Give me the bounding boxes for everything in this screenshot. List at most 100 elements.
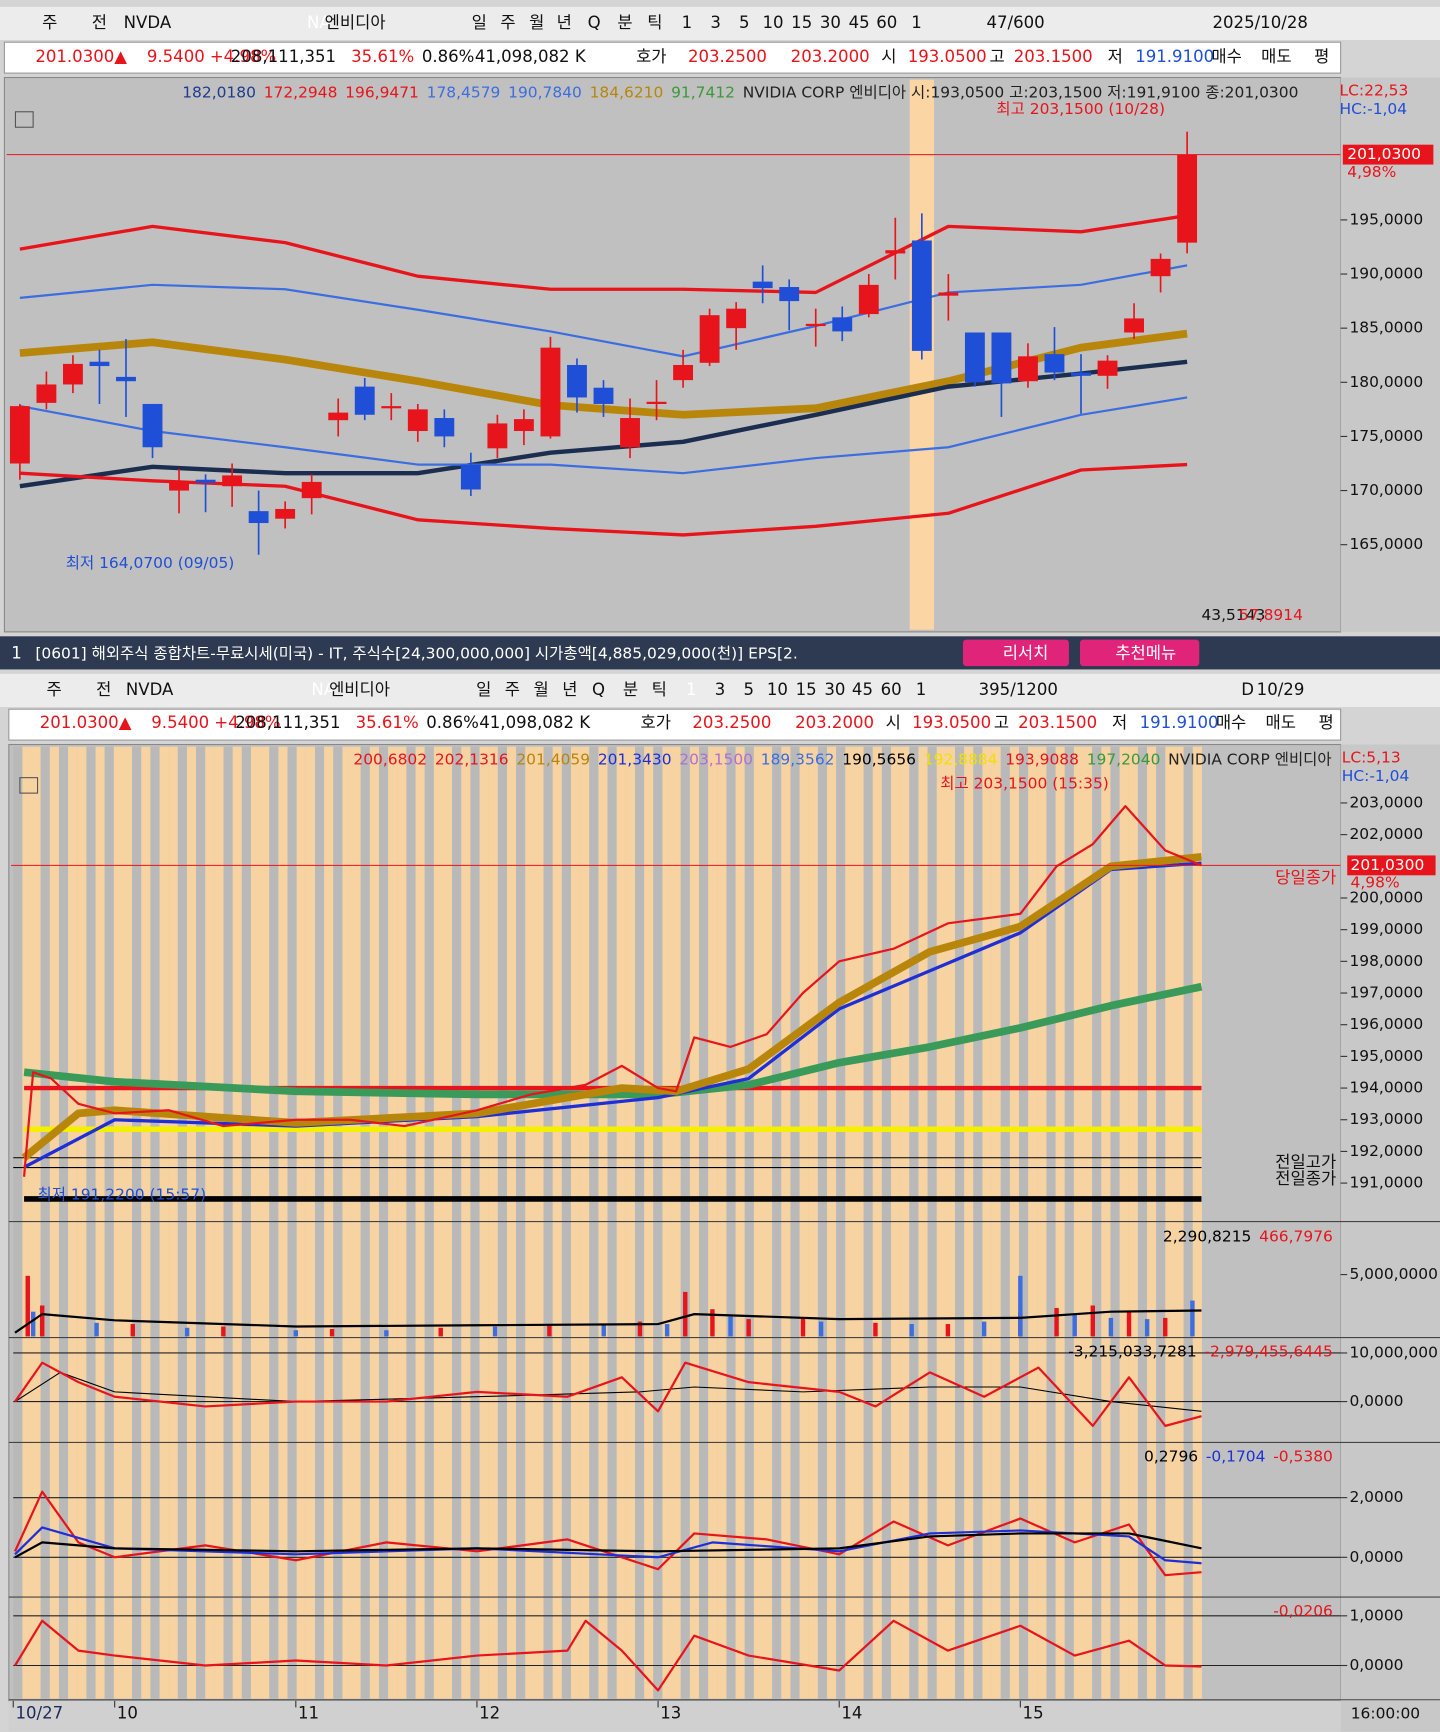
stripe [104,746,114,1699]
stripe [415,746,425,1699]
stripe [1000,746,1010,1699]
stripe [77,746,87,1699]
y-tick-label: 193,0000 [1349,1110,1423,1128]
volume-bar [683,1291,688,1337]
menu-button[interactable] [1080,639,1200,667]
volume-bar [384,1330,389,1337]
stripe [1165,746,1175,1699]
toolbar-item: 1 [686,680,697,699]
stripe [982,746,992,1699]
volume-bar [945,1324,951,1337]
toolbar-item: NA [311,680,335,699]
toolbar-item: 엔비디아 [329,680,390,699]
candle-body [1177,154,1198,243]
research-button[interactable] [962,639,1069,667]
volume-bar [547,1324,552,1337]
stripe [589,746,599,1699]
legend-value: 201,4059 [516,750,590,768]
stripe [772,746,782,1699]
toolbar-item: 3 [715,680,726,699]
quote-field: 208,111,351 [231,47,336,66]
stripe [177,746,187,1699]
toolbar-item: NVDA [124,13,172,32]
stripe [1083,746,1093,1699]
stripe [1019,746,1029,1699]
stripe [863,746,873,1699]
stripe [1009,746,1020,1699]
legend-value: 202,1316 [435,750,509,768]
volume-bar [329,1329,335,1337]
quote-field: 호가 [640,713,670,732]
stripe [296,746,306,1699]
window-title-bar [0,636,1440,670]
indicator-value: 0,2796 [1144,1447,1198,1465]
stripe [351,746,361,1699]
intraday-axis [1340,744,1440,1732]
candle-body [593,387,614,404]
toolbar-item: 틱 [647,13,662,32]
grid-icon[interactable] [19,777,39,794]
quote-field: 203.1500 [1014,47,1093,66]
stripe [433,746,443,1699]
toolbar-item: 주 [42,13,57,32]
low-note: 최저 191,2200 (15:57) [38,1186,207,1204]
x-tick-label: 15 [1023,1704,1044,1723]
stripe [68,746,78,1699]
stripe [607,746,617,1699]
corner-label: HC:-1,04 [1342,767,1410,785]
stripe [1156,746,1166,1699]
toolbar-item: 60 [881,680,902,699]
quote-field: 저 [1112,713,1127,732]
session-stripes [13,746,1202,1699]
toolbar-item: 15 [796,680,817,699]
stripe [442,746,453,1699]
candle-body [1124,318,1144,333]
toolbar-item: 년 [557,13,572,32]
toolbar-item: 1 [916,680,927,699]
stripe [662,746,672,1699]
y-tick-label: 1,0000 [1349,1606,1403,1624]
quote-field: 0.86% [422,47,475,66]
volume-bar [94,1322,99,1337]
y-tick-label: 5,000,0000 [1349,1265,1437,1283]
price-tag [1342,144,1434,165]
volume-bar [1126,1311,1132,1337]
y-tick-label: 200,0000 [1349,888,1423,906]
candle-body [513,419,534,432]
stripe [314,746,325,1699]
volume-bar [601,1324,606,1337]
indicator-line [19,462,1188,537]
toolbar-item: 10 [762,13,783,32]
stripe [671,746,681,1699]
candle-body [1018,356,1038,382]
indicator-line [19,264,1188,358]
candle-body [1044,354,1065,373]
quote-field: 203.1500 [1018,713,1097,732]
quote-field: 평 [1314,47,1329,66]
candle-body [805,323,826,327]
candle-body [381,406,402,409]
candle-body [1097,360,1118,376]
candle-body [832,317,853,332]
stripe [214,746,224,1699]
quote-field: 평 [1319,713,1334,732]
stripe [305,746,315,1699]
toolbar-item: 월 [529,13,544,32]
stripe [1028,746,1038,1699]
toolbar-item: 47/600 [986,13,1044,32]
stripe [571,746,581,1699]
stripe [543,746,553,1699]
grid-icon[interactable] [14,111,34,128]
volume-bar [1018,1275,1023,1337]
candle-body [991,332,1012,384]
stripe [470,746,480,1699]
toolbar-item: NA [307,13,331,32]
y-tick-label: 170,0000 [1349,481,1423,499]
volume-bar [1054,1307,1059,1337]
quote-field: 193.0500 [908,47,987,66]
quote-field: 9.5400 [151,713,209,732]
y-tick-label: 180,0000 [1349,373,1423,391]
toolbar-item: 2025/10/28 [1213,13,1308,32]
quote-field: 0.86% [426,713,479,732]
